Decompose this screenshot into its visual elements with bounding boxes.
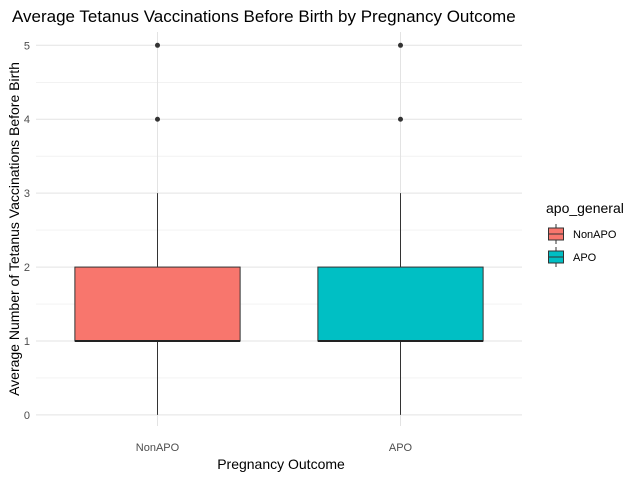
plot-marks	[74, 42, 484, 415]
y-tick-label: 0	[24, 410, 30, 422]
legend-title: apo_general	[546, 200, 624, 216]
x-tick-label: APO	[389, 442, 413, 454]
y-tick-label: 5	[24, 40, 30, 52]
outlier-point	[398, 42, 403, 48]
y-tick-label: 4	[24, 114, 30, 126]
y-axis-title: Average Number of Tetanus Vaccinations B…	[6, 62, 22, 396]
outlier-point	[155, 116, 160, 122]
y-tick-label: 3	[24, 188, 30, 200]
y-tick-label: 2	[24, 262, 30, 274]
box-apo	[317, 42, 484, 415]
plot-grid	[36, 32, 522, 426]
box-body	[74, 266, 241, 342]
x-axis-title: Pregnancy Outcome	[217, 456, 345, 472]
legend-label: APO	[573, 252, 597, 264]
outlier-point	[398, 116, 403, 122]
y-tick-label: 1	[24, 336, 30, 348]
box-body	[317, 266, 484, 342]
legend: apo_general NonAPO APO	[546, 200, 624, 267]
chart-title: Average Tetanus Vaccinations Before Birt…	[12, 7, 516, 26]
y-axis-ticks: 0 1 2 3 4 5	[24, 40, 30, 422]
legend-label: NonAPO	[573, 229, 617, 241]
outlier-point	[155, 42, 160, 48]
x-tick-label: NonAPO	[136, 442, 180, 454]
legend-entry-apo: APO	[548, 247, 597, 267]
legend-entry-nonapo: NonAPO	[548, 224, 617, 244]
x-axis-ticks: NonAPO APO	[136, 442, 413, 454]
box-nonapo	[74, 42, 241, 415]
